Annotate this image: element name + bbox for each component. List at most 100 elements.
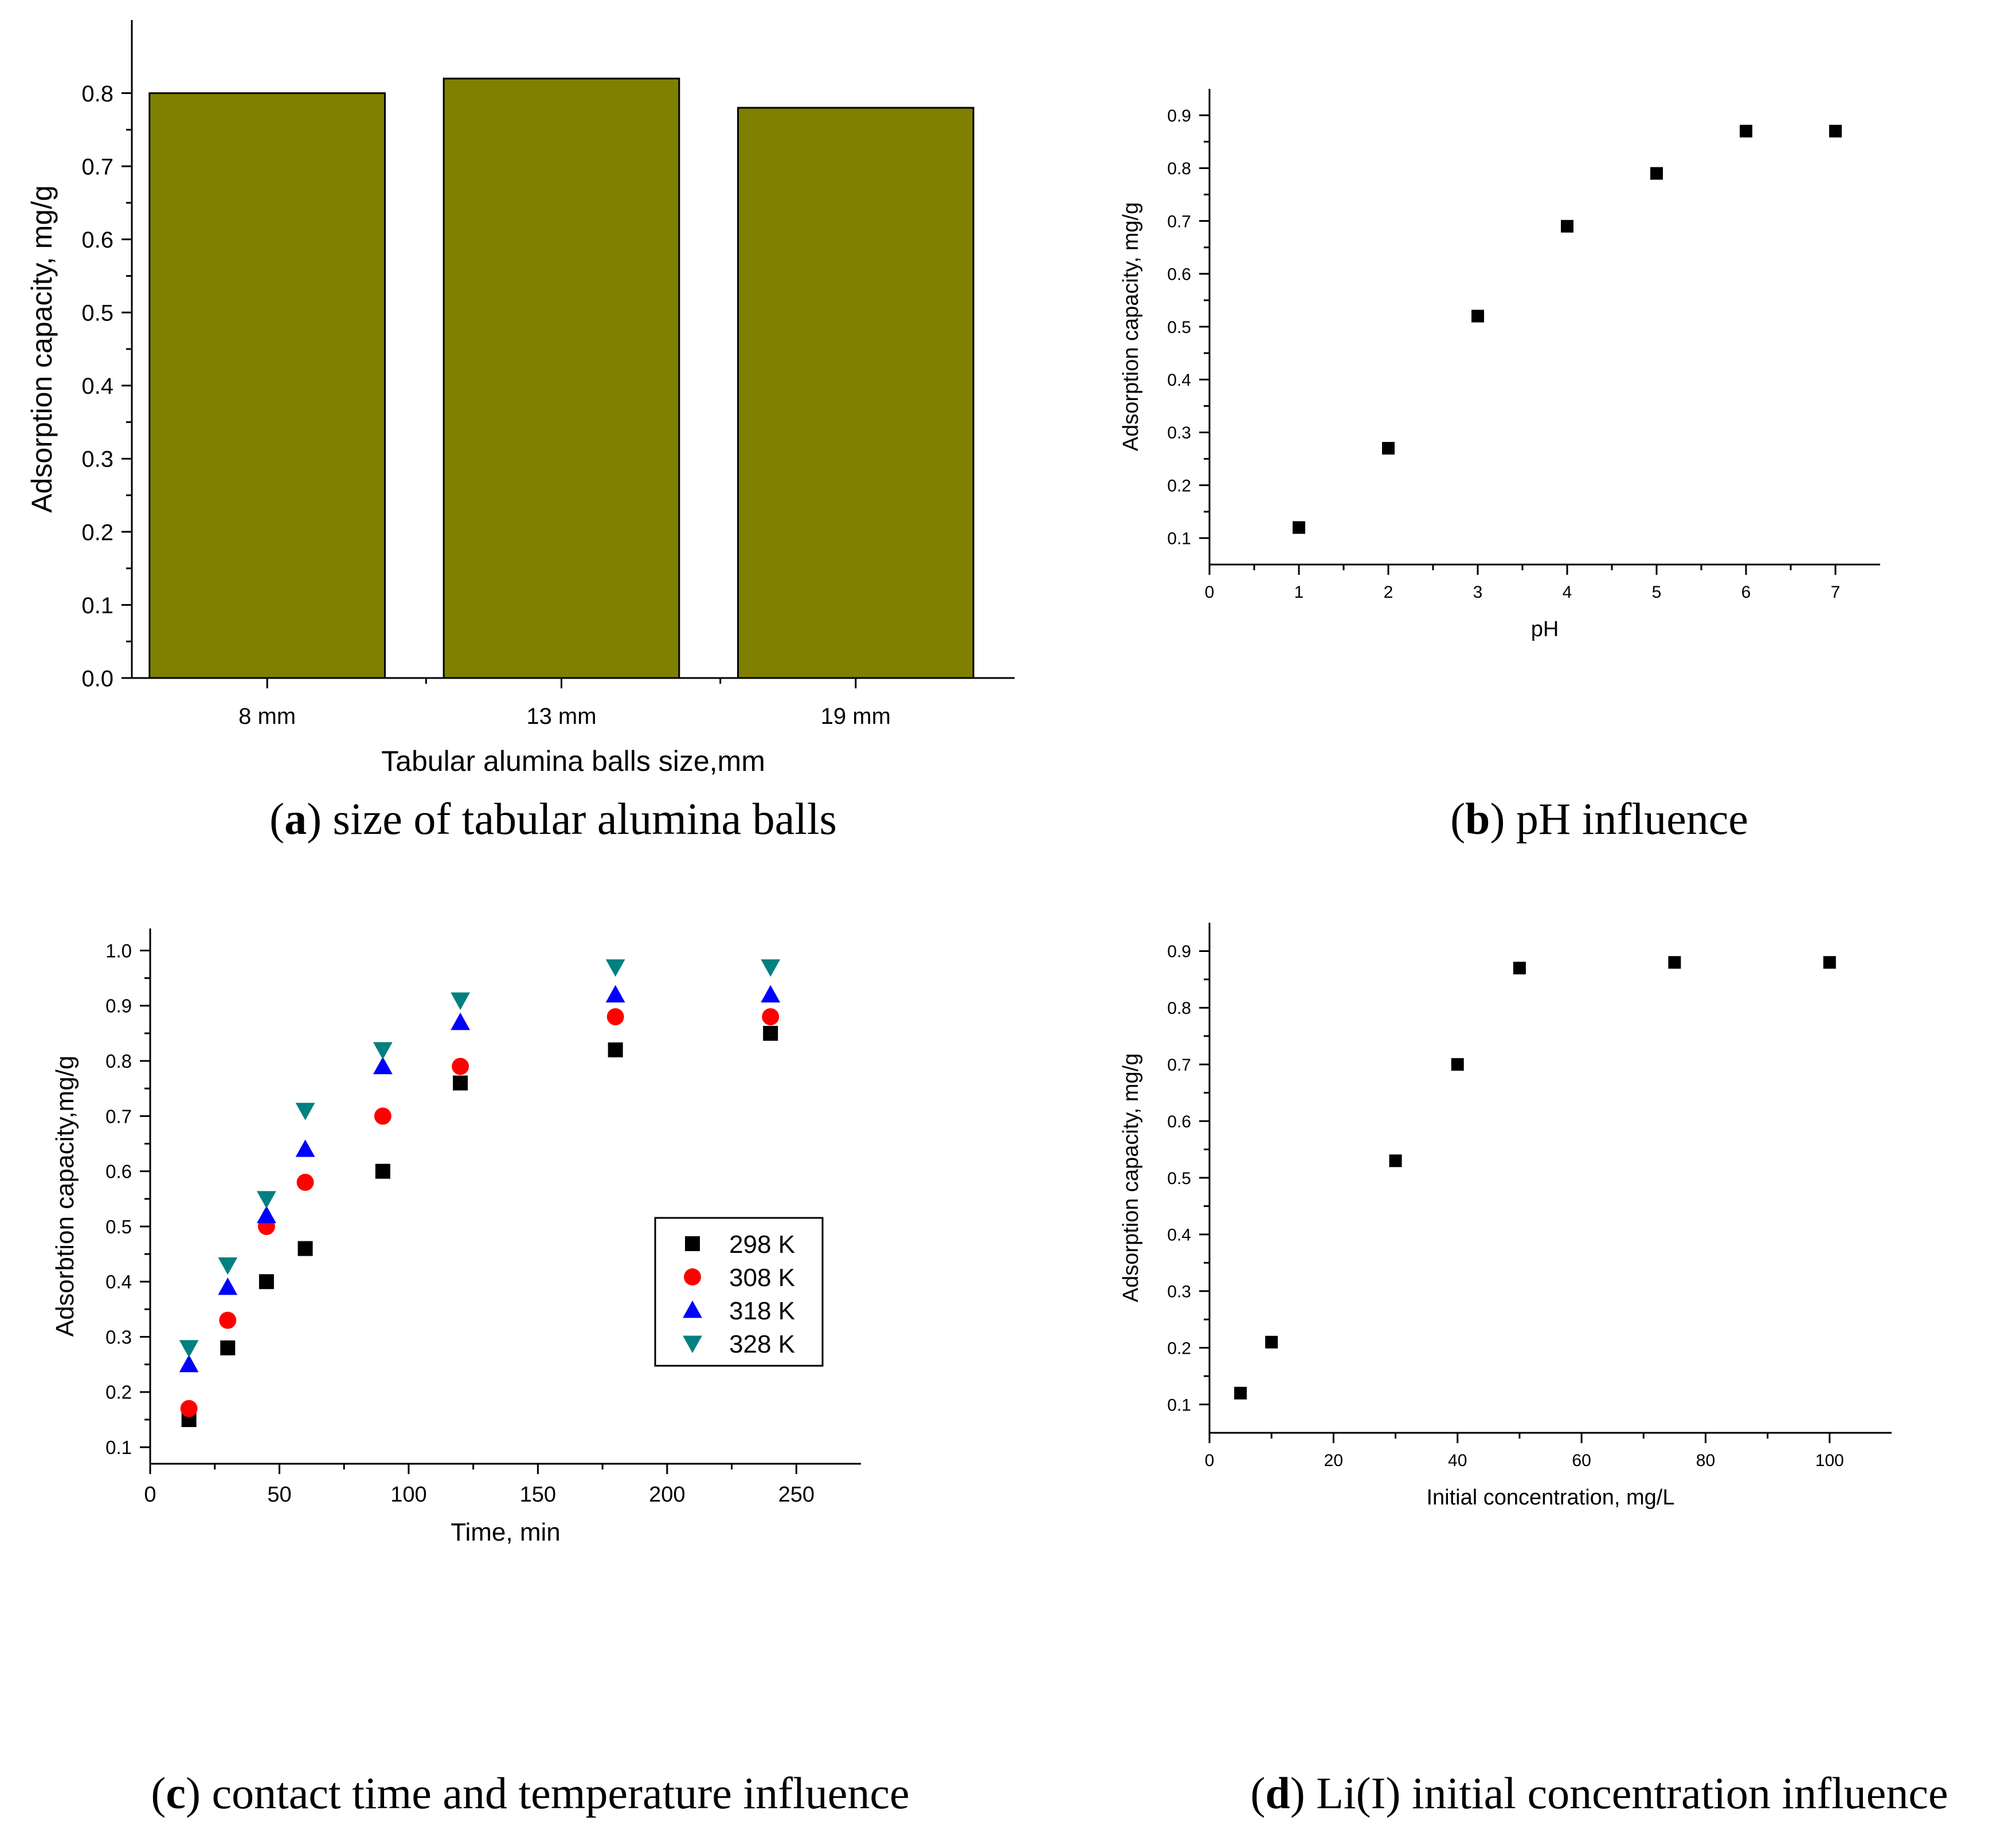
- x-tick-label: 100: [1815, 1451, 1844, 1470]
- y-tick-label: 0.6: [105, 1161, 132, 1182]
- x-tick-label: 250: [778, 1483, 815, 1507]
- legend-marker: [683, 1300, 702, 1318]
- data-point: [608, 1042, 623, 1057]
- x-tick-label: 20: [1324, 1451, 1343, 1470]
- legend-marker: [685, 1236, 700, 1251]
- bar-13-mm: [443, 77, 680, 679]
- series-0: [1293, 124, 1842, 534]
- data-point: [259, 1274, 274, 1290]
- data-point: [1829, 124, 1842, 138]
- y-tick-label: 0.2: [81, 520, 113, 545]
- y-tick-label: 0.1: [105, 1437, 132, 1458]
- y-tick-label: 0.7: [105, 1106, 132, 1127]
- x-tick-label: 40: [1448, 1451, 1467, 1470]
- data-point: [179, 1340, 199, 1358]
- y-tick-label: 0.0: [81, 666, 113, 691]
- y-tick-label: 1.0: [105, 940, 132, 961]
- caption-a: (a) size of tabular alumina balls: [269, 794, 837, 844]
- x-tick-label: 5: [1652, 583, 1662, 602]
- y-tick-label: 0.9: [105, 996, 132, 1017]
- data-point: [1234, 1386, 1247, 1400]
- x-tick-label: 200: [649, 1483, 685, 1507]
- series-328-k: [179, 959, 781, 1358]
- data-point: [220, 1340, 236, 1355]
- data-point: [605, 959, 625, 977]
- caption-open-paren: (: [1250, 1768, 1265, 1818]
- data-point: [605, 985, 625, 1003]
- x-tick-label: 0: [1205, 1451, 1215, 1470]
- x-tick-label: 7: [1831, 583, 1841, 602]
- data-point: [1471, 309, 1484, 323]
- data-point: [1265, 1335, 1278, 1349]
- data-point: [762, 1008, 780, 1026]
- y-tick-label: 0.8: [81, 81, 113, 107]
- y-axis-title: Adsorbtion capacity,mg/g: [51, 1056, 79, 1337]
- caption-close-paren: ): [186, 1768, 201, 1818]
- caption-text: contact time and temperature influence: [201, 1768, 910, 1818]
- legend-box: [654, 1217, 824, 1367]
- data-point: [257, 1205, 276, 1224]
- legend-label: 328 K: [729, 1330, 795, 1358]
- y-tick-label: 0.4: [105, 1271, 132, 1292]
- x-tick-label: 80: [1696, 1451, 1715, 1470]
- y-tick-label: 0.4: [81, 374, 113, 399]
- y-tick-label: 0.7: [1167, 212, 1191, 231]
- data-point: [451, 1012, 470, 1030]
- y-axis-title: Adsorption capacity, mg/g: [1119, 202, 1143, 451]
- x-axis-title: Initial concentration, mg/L: [1426, 1486, 1674, 1510]
- legend: 298 K 308 K 318 K 328 K: [654, 1217, 824, 1367]
- caption-d: (d) Li(I) initial concentration influenc…: [1250, 1768, 1948, 1818]
- series-298-k: [181, 1025, 778, 1427]
- data-point: [1451, 1058, 1464, 1071]
- data-point: [761, 959, 781, 977]
- panel-d-concentration-scatter: 0.1 0.2 0.3 0.4 0.5 0.6 0.7 0.8 0.9 Adsorption ca…: [1119, 923, 1948, 1818]
- data-point: [218, 1277, 238, 1295]
- x-tick-label: 6: [1741, 583, 1751, 602]
- series-318-k: [179, 985, 781, 1373]
- legend-label: 298 K: [729, 1230, 795, 1259]
- caption-text: pH influence: [1505, 794, 1748, 844]
- y-tick-label: 0.4: [1167, 371, 1191, 390]
- data-point: [375, 1163, 390, 1179]
- series-0: [1234, 956, 1836, 1400]
- y-tick-label: 0.3: [81, 447, 113, 472]
- x-axis-title: Time, min: [451, 1518, 561, 1546]
- panel-b-ph-scatter: 0.1 0.2 0.3 0.4 0.5 0.6 0.7 0.8 0.9 Adsorption ca…: [1119, 89, 1880, 844]
- data-point: [453, 1075, 468, 1091]
- data-point: [219, 1311, 237, 1329]
- x-axis-title: pH: [1531, 617, 1559, 641]
- y-tick-label: 0.4: [1167, 1226, 1191, 1245]
- y-tick-label: 0.3: [1167, 424, 1191, 442]
- y-tick-label: 0.9: [1167, 107, 1191, 126]
- caption-c: (c) contact time and temperature influen…: [151, 1768, 909, 1818]
- y-axis-title: Adsorption capacity, mg/g: [26, 185, 58, 513]
- caption-panel-letter: b: [1465, 794, 1490, 844]
- y-tick-label: 0.6: [1167, 265, 1191, 284]
- data-point: [1293, 521, 1305, 534]
- data-point: [1823, 956, 1836, 969]
- caption-b: (b) pH influence: [1450, 794, 1748, 844]
- x-tick-label: 8 mm: [238, 704, 296, 729]
- x-tick-label: 1: [1294, 583, 1304, 602]
- x-tick-label: 0: [144, 1483, 156, 1507]
- y-tick-label: 0.2: [1167, 476, 1191, 495]
- legend-marker: [684, 1268, 701, 1286]
- data-point: [295, 1103, 315, 1120]
- caption-panel-letter: d: [1265, 1768, 1290, 1818]
- data-point: [180, 1400, 198, 1417]
- data-point: [257, 1191, 276, 1209]
- x-tick-label: 13 mm: [526, 704, 596, 729]
- x-tick-label: 2: [1384, 583, 1393, 602]
- data-point: [373, 1042, 393, 1060]
- y-tick-label: 0.5: [1167, 318, 1191, 337]
- y-tick-label: 0.2: [1167, 1339, 1191, 1358]
- y-tick-label: 0.9: [1167, 942, 1191, 961]
- y-tick-label: 0.7: [81, 155, 113, 180]
- y-tick-label: 0.1: [1167, 530, 1191, 548]
- y-tick-label: 0.3: [1167, 1283, 1191, 1302]
- data-point: [1561, 220, 1573, 233]
- caption-text: Li(I) initial concentration influence: [1305, 1768, 1948, 1818]
- x-tick-label: 50: [267, 1483, 291, 1507]
- y-tick-label: 0.6: [81, 228, 113, 253]
